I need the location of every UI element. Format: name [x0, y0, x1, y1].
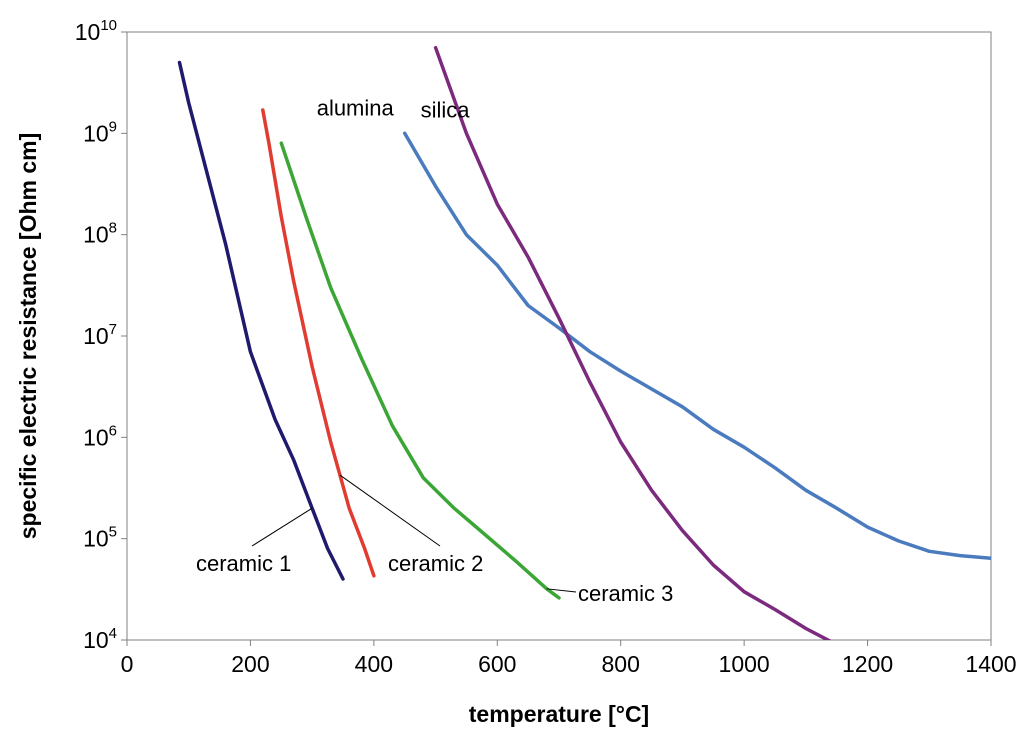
y-tick-base: 10 [83, 323, 109, 349]
y-tick-exponent: 10 [100, 17, 117, 34]
x-tick-label: 600 [478, 651, 516, 677]
plot-area [126, 31, 992, 641]
y-tick-base: 10 [83, 424, 109, 450]
x-tick-label: 1400 [965, 651, 1016, 677]
y-tick-label: 106 [83, 422, 117, 450]
x-tick-label: 200 [231, 651, 269, 677]
x-tick-label: 400 [355, 651, 393, 677]
y-tick-base: 10 [83, 627, 109, 653]
series-line-silica [433, 45, 832, 640]
series-label-ceramic-2: ceramic 2 [388, 551, 483, 576]
x-tick-label: 800 [602, 651, 640, 677]
x-axis-ticks: 0 200 400 600 800 1000 1200 1400 [121, 640, 1017, 677]
y-tick-base: 10 [83, 526, 109, 552]
y-tick-label: 107 [83, 321, 117, 349]
y-tick-base: 10 [83, 120, 109, 146]
y-tick-exponent: 7 [109, 321, 117, 338]
y-tick-label: 105 [83, 524, 117, 552]
series-line-ceramic-2 [261, 108, 376, 578]
annotation-layer: alumina silica ceramic 1 ceramic 2 ceramic 3 [196, 95, 673, 606]
y-tick-exponent: 8 [109, 220, 117, 237]
y-tick-label: 1010 [75, 17, 117, 45]
x-tick-label: 1000 [719, 651, 770, 677]
annotation-leader [339, 474, 441, 547]
y-tick-exponent: 9 [109, 118, 117, 135]
series-label-alumina: alumina [317, 95, 395, 120]
y-tick-base: 10 [83, 222, 109, 248]
series-label-silica: silica [421, 98, 471, 123]
annotation-leader [546, 588, 577, 593]
y-tick-exponent: 6 [109, 422, 117, 439]
series-line-alumina [402, 131, 991, 561]
y-tick-exponent: 5 [109, 524, 117, 541]
y-tick-exponent: 4 [109, 625, 117, 642]
series-line-ceramic-3 [279, 141, 561, 600]
series-label-ceramic-1: ceramic 1 [196, 551, 291, 576]
y-tick-label: 108 [83, 220, 117, 248]
annotation-leader [251, 507, 313, 547]
y-tick-label: 109 [83, 118, 117, 146]
series-label-ceramic-3: ceramic 3 [578, 581, 673, 606]
y-tick-label: 104 [83, 625, 117, 653]
x-tick-label: 1200 [842, 651, 893, 677]
y-axis-title: specific electric resistance [Ohm cm] [15, 133, 41, 540]
series-line-ceramic-1 [177, 60, 345, 581]
y-tick-base: 10 [75, 19, 101, 45]
series-layer [177, 45, 991, 640]
x-axis-title: temperature [°C] [469, 701, 649, 727]
x-tick-label: 0 [121, 651, 134, 677]
